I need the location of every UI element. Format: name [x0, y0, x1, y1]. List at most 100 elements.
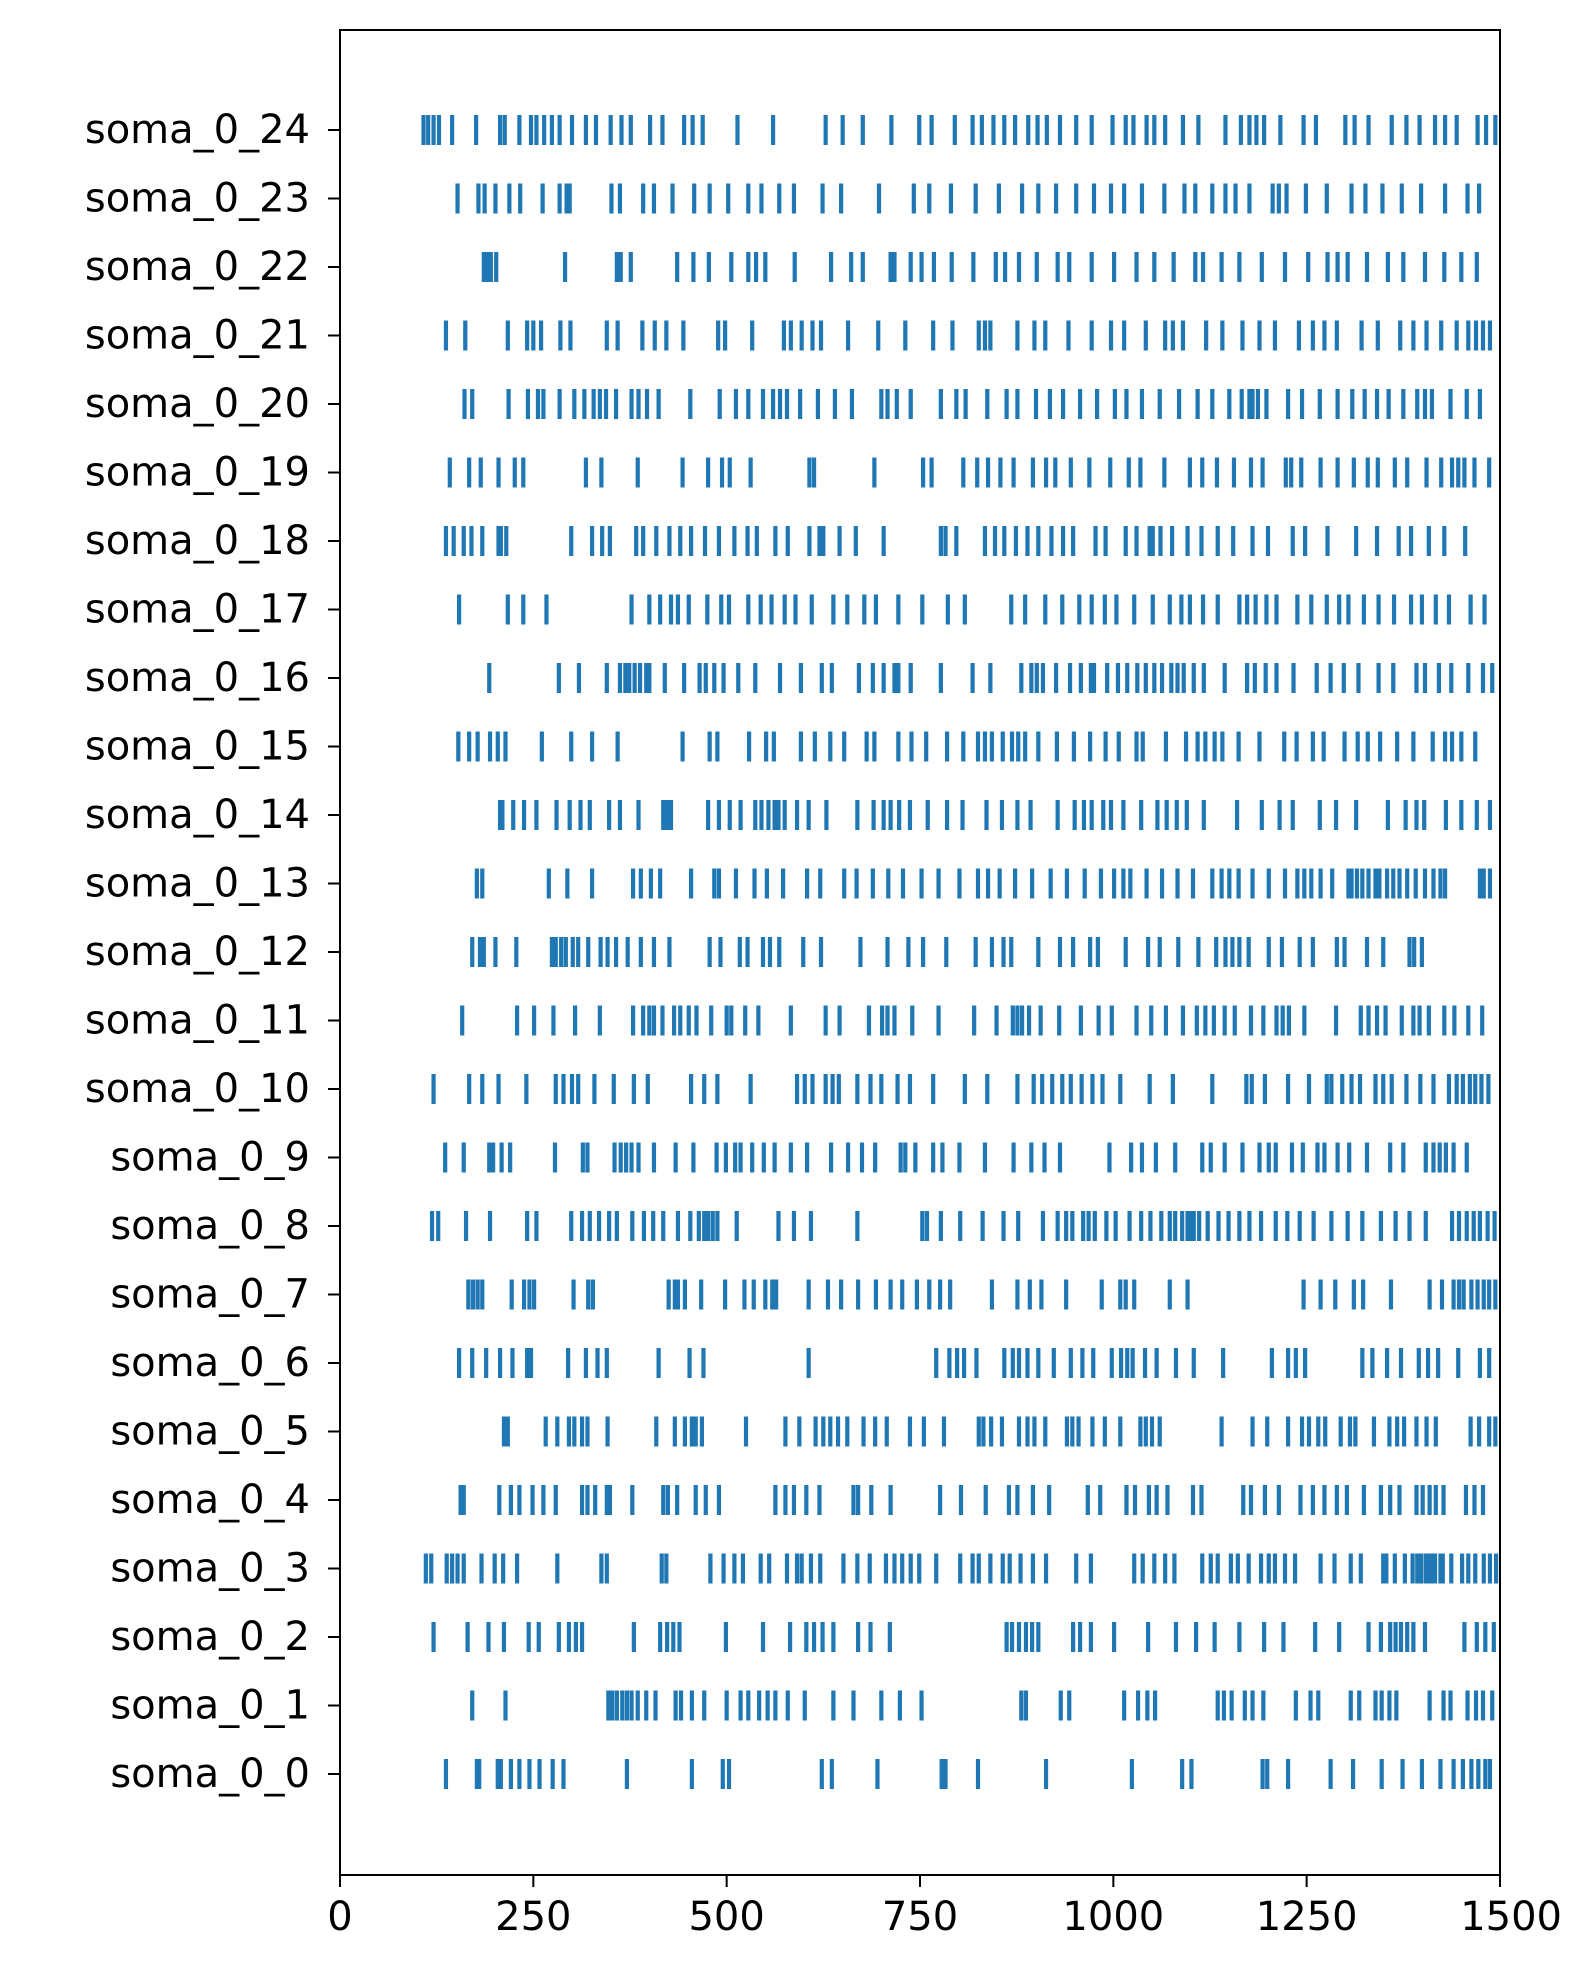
- spike-mark: [1448, 389, 1453, 419]
- spike-mark: [486, 1622, 491, 1652]
- spike-mark: [469, 526, 474, 556]
- spike-mark: [1249, 1074, 1254, 1104]
- spike-mark: [1449, 1211, 1455, 1241]
- spike-mark: [641, 1005, 646, 1036]
- spike-mark: [1404, 1074, 1409, 1104]
- spike-mark: [1379, 1690, 1384, 1721]
- spike-mark: [1036, 731, 1041, 762]
- spike-mark: [1389, 115, 1394, 145]
- spike-mark: [456, 594, 462, 625]
- spike-mark: [1139, 389, 1145, 419]
- spike-mark: [982, 1142, 988, 1173]
- spike-mark: [1068, 1074, 1073, 1104]
- spike-mark: [1112, 389, 1117, 419]
- spike-mark: [1157, 937, 1162, 967]
- spike-mark: [1431, 868, 1436, 899]
- spike-mark: [1397, 1485, 1402, 1515]
- spike-mark: [503, 1690, 508, 1721]
- spike-mark: [1110, 115, 1115, 145]
- spike-mark: [1241, 1485, 1246, 1515]
- spike-mark: [1185, 526, 1190, 556]
- spike-mark: [1356, 663, 1361, 693]
- spike-mark: [1011, 457, 1016, 488]
- spike-mark: [1414, 663, 1419, 693]
- spike-mark: [585, 1416, 590, 1447]
- spike-mark: [1234, 800, 1240, 830]
- spike-mark: [1486, 1074, 1491, 1104]
- spike-mark: [1016, 1622, 1022, 1652]
- spike-mark: [1250, 868, 1255, 899]
- spike-mark: [1029, 663, 1034, 693]
- spike-mark: [1081, 800, 1087, 830]
- spike-mark: [1002, 526, 1007, 556]
- spike-mark: [873, 594, 879, 625]
- spike-mark: [958, 1553, 963, 1584]
- spike-mark: [479, 1553, 484, 1584]
- spike-mark: [985, 389, 990, 419]
- spike-mark: [1472, 457, 1477, 488]
- spike-mark: [883, 1553, 889, 1584]
- spike-mark: [1423, 1553, 1428, 1584]
- spike-mark: [1154, 1485, 1159, 1515]
- spike-mark: [1057, 1142, 1063, 1173]
- spike-mark: [701, 1348, 706, 1378]
- spike-mark: [723, 1142, 728, 1173]
- spike-mark: [831, 1690, 836, 1721]
- spike-mark: [885, 1005, 890, 1036]
- spike-mark: [732, 526, 737, 556]
- spike-mark: [1240, 1142, 1245, 1173]
- spike-mark: [1342, 937, 1347, 967]
- spike-mark: [1113, 1211, 1118, 1241]
- spike-mark: [781, 868, 786, 899]
- spike-mark: [1310, 937, 1315, 967]
- spike-mark: [811, 457, 817, 488]
- spike-mark: [740, 1553, 746, 1584]
- spike-mark: [1328, 1759, 1333, 1789]
- spike-mark: [837, 526, 842, 556]
- spike-mark: [738, 1690, 743, 1721]
- spike-mark: [1201, 663, 1206, 693]
- spike-mark: [1460, 1759, 1465, 1789]
- spike-mark: [1353, 1416, 1358, 1447]
- spike-mark: [534, 800, 539, 830]
- spike-mark: [1172, 1553, 1177, 1584]
- spike-mark: [487, 1211, 493, 1241]
- spike-mark: [511, 800, 516, 830]
- spike-mark: [1481, 868, 1486, 899]
- spike-mark: [1381, 937, 1386, 967]
- spike-mark: [927, 1279, 932, 1310]
- spike-mark: [611, 1074, 616, 1104]
- spike-mark: [976, 1553, 981, 1584]
- spike-mark: [1415, 389, 1420, 419]
- spike-mark: [962, 1074, 967, 1104]
- spike-mark: [936, 1005, 941, 1036]
- spike-mark: [1388, 1485, 1393, 1515]
- spike-mark: [793, 594, 798, 625]
- spike-mark: [682, 1279, 688, 1310]
- spike-mark: [1310, 320, 1315, 351]
- spike-mark: [1417, 115, 1422, 145]
- spike-mark: [1474, 800, 1479, 830]
- spike-mark: [1348, 1553, 1353, 1584]
- spike-mark: [1359, 320, 1364, 351]
- spike-mark: [1196, 115, 1201, 145]
- spike-mark: [1491, 1622, 1496, 1652]
- spike-mark: [480, 868, 485, 899]
- spike-mark: [823, 1005, 828, 1036]
- spike-mark: [1329, 1074, 1334, 1104]
- spike-mark: [1365, 731, 1370, 762]
- spike-mark: [1366, 1622, 1371, 1652]
- spike-mark: [955, 1348, 960, 1378]
- spike-mark: [636, 389, 641, 419]
- spike-mark: [1175, 868, 1180, 899]
- spike-mark: [630, 1005, 636, 1036]
- spike-mark: [1030, 1622, 1035, 1652]
- spike-mark: [675, 1279, 681, 1310]
- spike-layer: [421, 115, 1499, 1789]
- spike-mark: [636, 1142, 641, 1173]
- spike-mark: [873, 1416, 878, 1447]
- spike-mark: [1361, 1485, 1366, 1515]
- spike-mark: [761, 1142, 766, 1173]
- spike-mark: [465, 1622, 470, 1652]
- spike-mark: [802, 1074, 807, 1104]
